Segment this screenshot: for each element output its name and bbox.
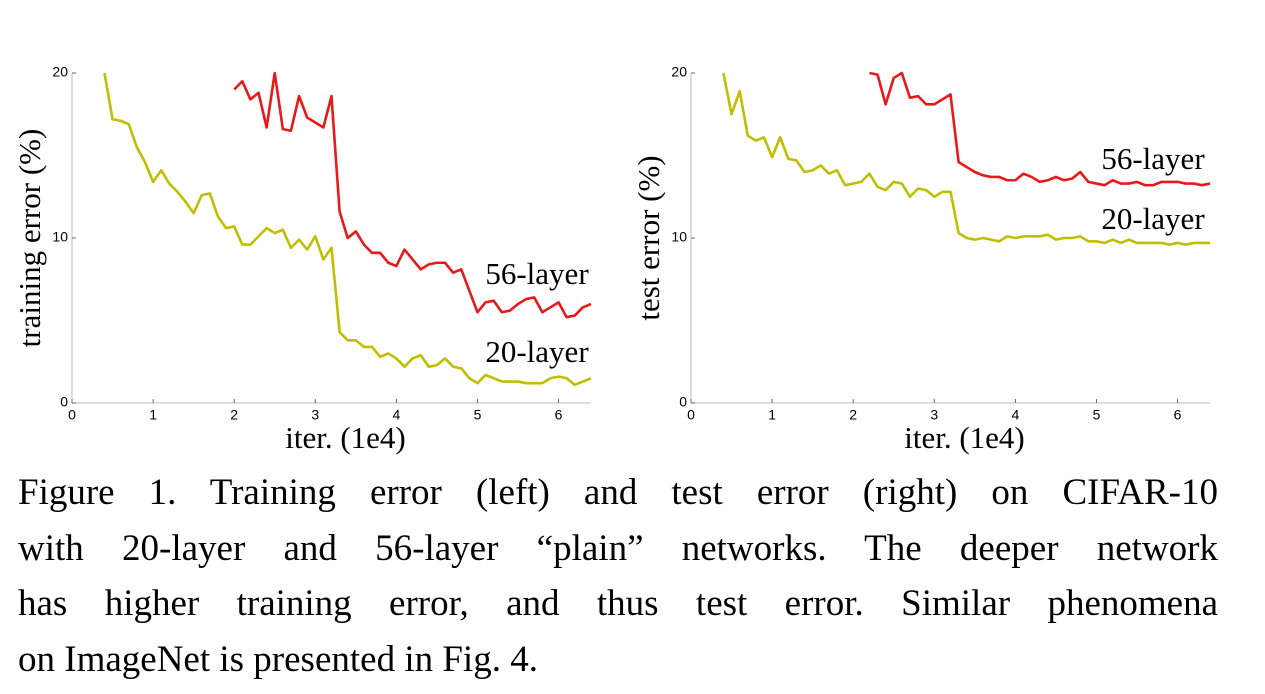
- x-tick-label: 1: [768, 407, 776, 423]
- caption-line: Figure 1. Training error (left) and test…: [18, 472, 1218, 513]
- series-label: 56-layer: [485, 256, 589, 291]
- series-line: [233, 71, 592, 319]
- caption-line: with 20-layer and 56-layer “plain” netwo…: [18, 527, 1218, 569]
- y-tick-label: 10: [52, 229, 68, 245]
- y-tick-label: 20: [671, 64, 687, 80]
- series-label: 20-layer: [1101, 201, 1205, 236]
- y-axis-label: training error (%): [12, 129, 47, 348]
- series-line: [103, 72, 592, 387]
- x-axis-label: iter. (1e4): [904, 420, 1025, 455]
- series-line: [869, 71, 1211, 187]
- x-tick-label: 2: [230, 407, 238, 423]
- y-tick-label: 0: [60, 394, 68, 410]
- x-tick-label: 0: [687, 407, 695, 423]
- y-tick-label: 0: [679, 394, 687, 410]
- x-tick-label: 6: [1174, 407, 1182, 423]
- x-tick-label: 5: [1093, 407, 1101, 423]
- x-tick-label: 5: [474, 407, 482, 423]
- series-label: 20-layer: [485, 334, 589, 369]
- x-axis-label: iter. (1e4): [285, 420, 406, 455]
- y-axis-label: test error (%): [631, 155, 666, 320]
- x-tick-label: 3: [311, 407, 319, 423]
- caption-line: has higher training error, and thus test…: [18, 583, 1218, 624]
- y-tick-label: 10: [671, 229, 687, 245]
- x-tick-label: 4: [1011, 407, 1019, 423]
- x-tick-label: 3: [930, 407, 938, 423]
- x-tick-label: 1: [149, 407, 157, 423]
- x-tick-label: 4: [392, 407, 400, 423]
- y-tick-label: 20: [52, 64, 68, 80]
- series-line: [722, 72, 1210, 246]
- x-tick-label: 6: [555, 407, 563, 423]
- caption-line: on ImageNet is presented in Fig. 4.: [18, 638, 538, 680]
- x-tick-label: 0: [68, 407, 76, 423]
- x-tick-label: 2: [849, 407, 857, 423]
- series-label: 56-layer: [1101, 141, 1205, 176]
